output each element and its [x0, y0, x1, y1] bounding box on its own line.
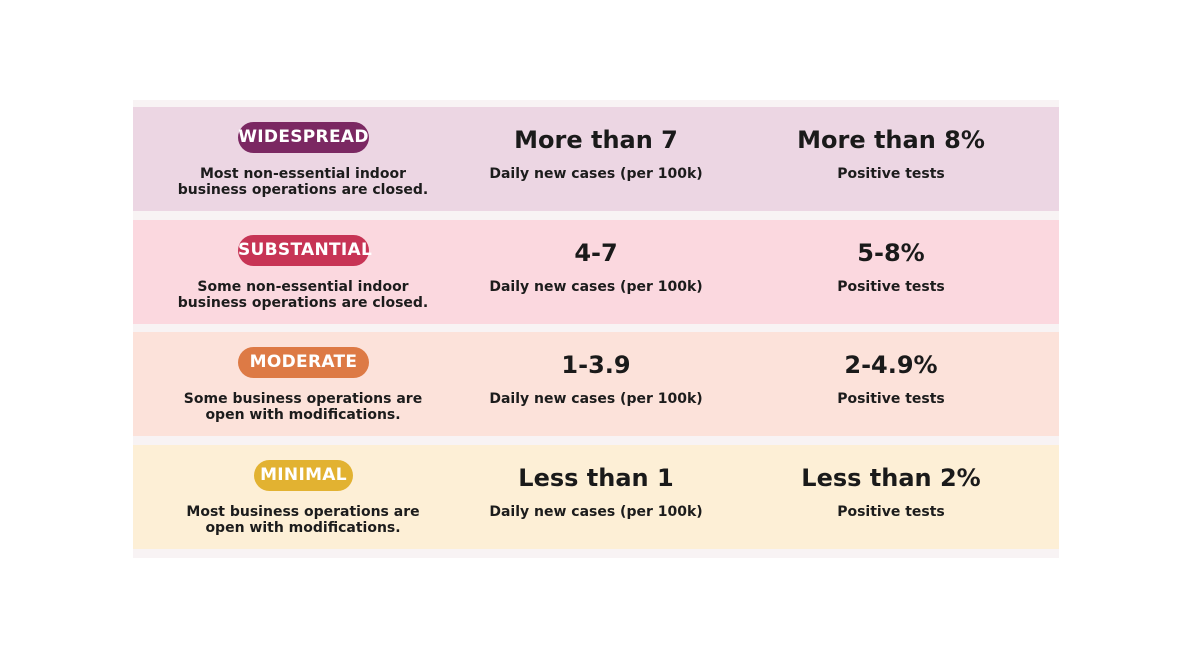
daily-cases-label: Daily new cases (per 100k) [489, 391, 703, 407]
positive-tests-value: 2-4.9% [844, 351, 938, 379]
positive-tests-label: Positive tests [837, 279, 945, 295]
positive-tests-label: Positive tests [837, 166, 945, 182]
daily-cases-value: 4-7 [574, 239, 618, 267]
tier-badge-substantial: SUBSTANTIAL [238, 235, 372, 266]
daily-cases-value: 1-3.9 [561, 351, 631, 379]
positive-tests-label: Positive tests [837, 391, 945, 407]
tier-table: WIDESPREAD Most non-essential indoor bus… [133, 100, 1059, 558]
positive-tests-value: Less than 2% [801, 464, 981, 492]
tier-row-moderate: MODERATE Some business operations are op… [133, 332, 1059, 436]
tier-row-widespread: WIDESPREAD Most non-essential indoor bus… [133, 107, 1059, 211]
tier-row-substantial: SUBSTANTIAL Some non-essential indoor bu… [133, 220, 1059, 324]
daily-cases-label: Daily new cases (per 100k) [489, 504, 703, 520]
daily-cases-value: More than 7 [514, 126, 678, 154]
positive-tests-value: More than 8% [797, 126, 985, 154]
daily-cases-label: Daily new cases (per 100k) [489, 166, 703, 182]
tier-description: Most business operations are open with m… [186, 504, 420, 536]
tier-description: Most non-essential indoor business opera… [177, 166, 429, 198]
positive-tests-value: 5-8% [857, 239, 925, 267]
tier-badge-moderate: MODERATE [238, 347, 369, 378]
daily-cases-value: Less than 1 [518, 464, 674, 492]
tier-description: Some business operations are open with m… [183, 391, 423, 423]
daily-cases-label: Daily new cases (per 100k) [489, 279, 703, 295]
positive-tests-label: Positive tests [837, 504, 945, 520]
tier-badge-minimal: MINIMAL [254, 460, 353, 491]
tier-badge-widespread: WIDESPREAD [238, 122, 369, 153]
tier-row-minimal: MINIMAL Most business operations are ope… [133, 445, 1059, 549]
tier-description: Some non-essential indoor business opera… [177, 279, 429, 311]
